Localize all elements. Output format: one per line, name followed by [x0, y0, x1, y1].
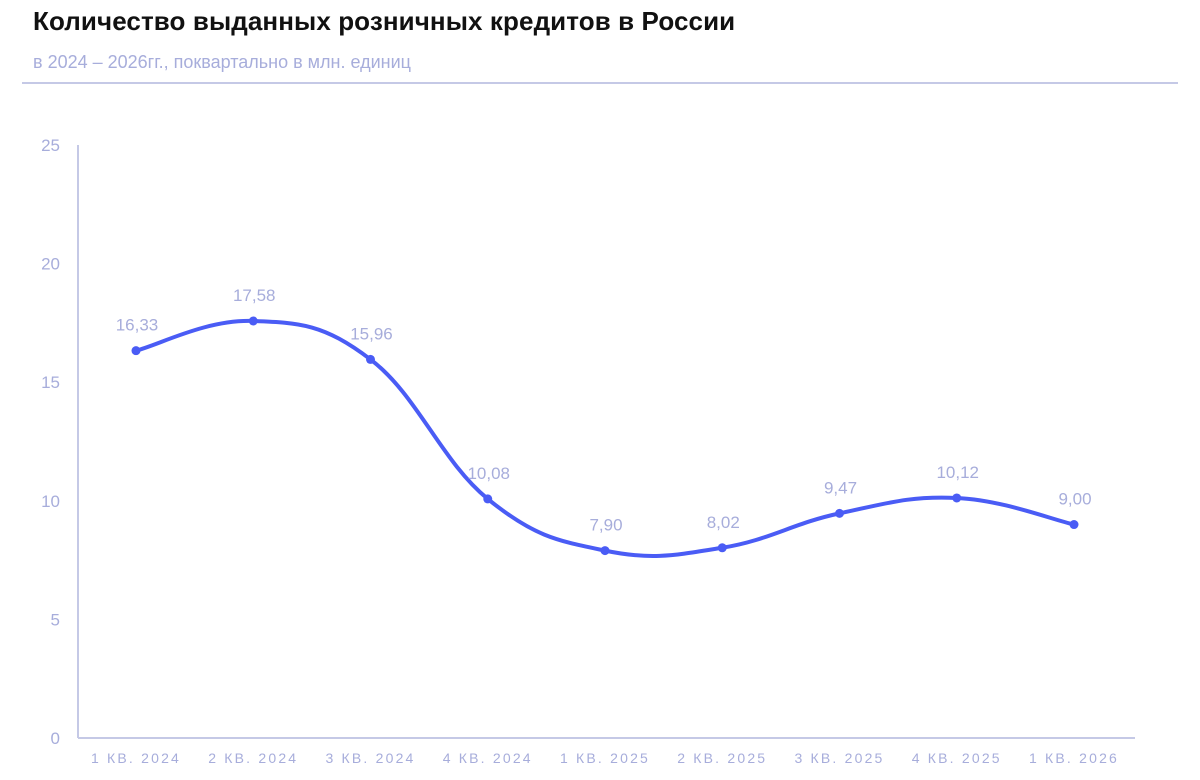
data-value-label: 7,90 — [589, 516, 622, 535]
y-tick-labels: 0 5 10 15 20 25 — [41, 136, 60, 748]
x-tick-label: 1 КВ. 2025 — [560, 750, 650, 766]
data-value-label: 16,33 — [116, 316, 159, 335]
data-markers — [131, 316, 1079, 556]
data-value-label: 10,08 — [467, 464, 510, 483]
x-tick-label: 2 КВ. 2025 — [677, 750, 767, 766]
x-tick-label: 1 КВ. 2024 — [91, 750, 181, 766]
data-value-label: 8,02 — [707, 513, 740, 532]
x-tick-label: 3 КВ. 2025 — [794, 750, 884, 766]
data-value-label: 9,47 — [824, 478, 857, 497]
data-point-marker — [1069, 520, 1079, 530]
header-divider — [22, 82, 1178, 84]
x-tick-labels: 1 КВ. 2024 2 КВ. 2024 3 КВ. 2024 4 КВ. 2024… — [91, 750, 1119, 766]
data-value-label: 9,00 — [1058, 490, 1091, 509]
data-value-label: 15,96 — [350, 324, 393, 343]
x-axis: 1 КВ. 2024 2 КВ. 2024 3 КВ. 2024 4 КВ. 2024… — [78, 737, 1135, 766]
data-point-marker — [952, 493, 962, 503]
y-tick-label: 5 — [51, 610, 60, 629]
data-value-label: 10,12 — [936, 463, 979, 482]
x-tick-label: 2 КВ. 2024 — [208, 750, 298, 766]
data-point-marker — [483, 494, 493, 504]
data-point-marker — [131, 346, 141, 356]
chart-subtitle: в 2024 – 2026гг., поквартально в млн. ед… — [33, 52, 411, 72]
chart-title: Количество выданных розничных кредитов в… — [33, 6, 736, 36]
series-line — [134, 318, 1076, 558]
x-tick-label: 4 КВ. 2024 — [443, 750, 533, 766]
data-labels: 16,33 17,58 15,96 10,08 7,90 8,02 9,47 10,12 9,0… — [116, 286, 1092, 535]
y-tick-label: 20 — [41, 255, 60, 274]
x-tick-label: 1 КВ. 2026 — [1029, 750, 1119, 766]
y-tick-label: 25 — [41, 136, 60, 155]
data-point-marker — [835, 508, 844, 518]
data-point-marker — [248, 316, 258, 326]
data-point-marker — [600, 546, 610, 556]
y-tick-label: 0 — [51, 729, 60, 748]
y-tick-label: 10 — [41, 492, 60, 511]
data-value-label: 17,58 — [233, 286, 276, 305]
x-tick-label: 3 КВ. 2024 — [325, 750, 415, 766]
x-tick-label: 4 КВ. 2025 — [912, 750, 1002, 766]
data-point-marker — [717, 543, 727, 553]
y-axis: 0 5 10 15 20 25 — [41, 136, 79, 748]
data-point-marker — [366, 354, 375, 364]
y-tick-label: 15 — [41, 373, 60, 392]
